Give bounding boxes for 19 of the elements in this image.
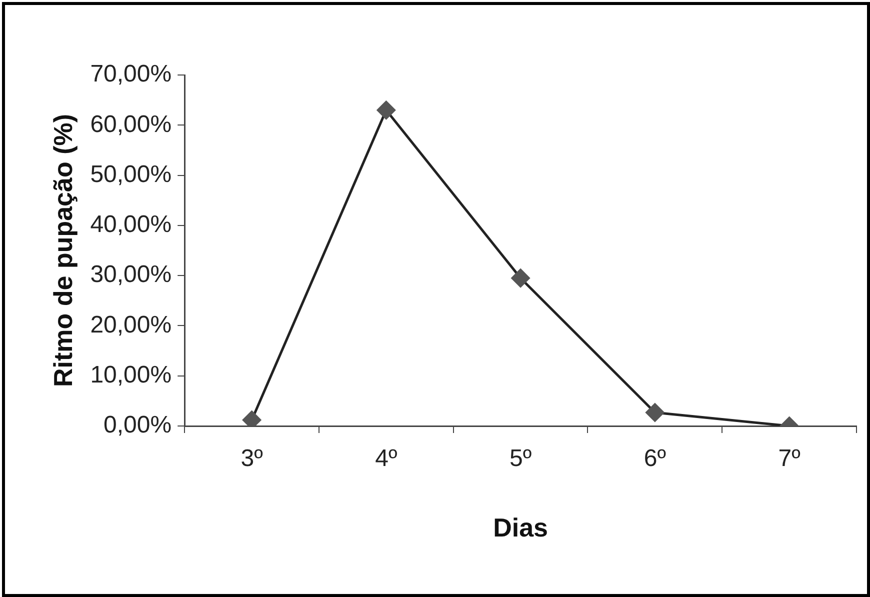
y-tick-label: 20,00% (90, 311, 172, 338)
y-axis-title: Ritmo de pupação (%) (48, 114, 78, 388)
point (242, 410, 262, 426)
point (511, 268, 530, 288)
x-tick-label: 3º (240, 445, 264, 472)
y-tick-label: 50,00% (90, 160, 172, 188)
y-tick-label: 40,00% (90, 211, 172, 238)
x-axis-title: Dias (493, 512, 548, 543)
point (646, 403, 664, 422)
y-tick-label: 30,00% (90, 261, 172, 288)
x-tick-label: 6º (644, 445, 666, 472)
point (376, 100, 396, 120)
y-tick-label: 60,00% (90, 110, 172, 138)
y-tick-label: 10,00% (90, 361, 172, 388)
y-tick-label: 70,00% (90, 60, 172, 88)
y-tick-label: 0,00% (104, 412, 172, 439)
x-tick-label: 5º (509, 445, 532, 472)
x-tick-label: 4º (375, 445, 398, 472)
x-tick-label: 7º (778, 445, 801, 472)
